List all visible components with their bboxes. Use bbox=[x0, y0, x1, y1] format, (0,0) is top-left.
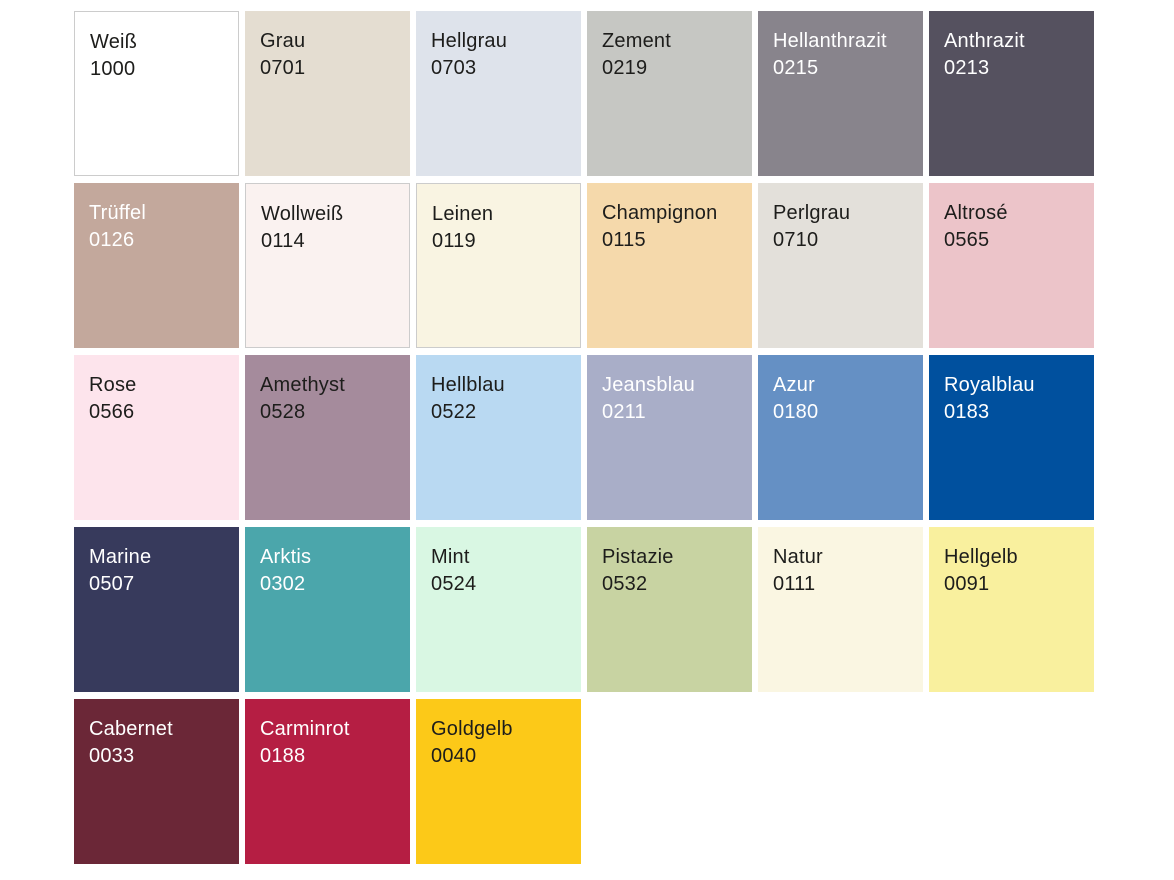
swatch-name: Pistazie bbox=[602, 546, 674, 568]
swatch-code: 0566 bbox=[89, 401, 135, 423]
color-swatch-0033[interactable]: Cabernet 0033 bbox=[74, 699, 239, 864]
swatch-name: Carminrot bbox=[260, 718, 350, 740]
swatch-code: 0126 bbox=[89, 229, 135, 251]
color-swatch-0126[interactable]: Trüffel 0126 bbox=[74, 183, 239, 348]
color-palette-grid: Weiß 1000 Grau 0701 Hellgrau 0703 Zement 0219 He… bbox=[74, 11, 1094, 864]
swatch-name: Weiß bbox=[90, 31, 138, 53]
color-swatch-0703[interactable]: Hellgrau 0703 bbox=[416, 11, 581, 176]
color-swatch-1000[interactable]: Weiß 1000 bbox=[74, 11, 239, 176]
swatch-name: Goldgelb bbox=[431, 718, 513, 740]
swatch-code: 0710 bbox=[773, 229, 819, 251]
swatch-code: 0701 bbox=[260, 57, 306, 79]
swatch-code: 0115 bbox=[602, 229, 646, 251]
color-swatch-0211[interactable]: Jeansblau 0211 bbox=[587, 355, 752, 520]
swatch-name: Marine bbox=[89, 546, 152, 568]
color-swatch-0507[interactable]: Marine 0507 bbox=[74, 527, 239, 692]
swatch-name: Grau bbox=[260, 30, 306, 52]
swatch-code: 0180 bbox=[773, 401, 819, 423]
swatch-name: Natur bbox=[773, 546, 823, 568]
swatch-code: 0703 bbox=[431, 57, 477, 79]
swatch-code: 0040 bbox=[431, 745, 477, 767]
color-swatch-0188[interactable]: Carminrot 0188 bbox=[245, 699, 410, 864]
color-swatch-0040[interactable]: Goldgelb 0040 bbox=[416, 699, 581, 864]
color-swatch-0710[interactable]: Perlgrau 0710 bbox=[758, 183, 923, 348]
swatch-name: Cabernet bbox=[89, 718, 173, 740]
swatch-name: Altrosé bbox=[944, 202, 1008, 224]
color-swatch-0528[interactable]: Amethyst 0528 bbox=[245, 355, 410, 520]
swatch-code: 0114 bbox=[261, 230, 305, 252]
color-swatch-0119[interactable]: Leinen 0119 bbox=[416, 183, 581, 348]
color-swatch-0115[interactable]: Champignon 0115 bbox=[587, 183, 752, 348]
swatch-code: 0188 bbox=[260, 745, 306, 767]
swatch-code: 0219 bbox=[602, 57, 648, 79]
color-swatch-0213[interactable]: Anthrazit 0213 bbox=[929, 11, 1094, 176]
swatch-name: Arktis bbox=[260, 546, 312, 568]
color-swatch-0111[interactable]: Natur 0111 bbox=[758, 527, 923, 692]
color-swatch-0302[interactable]: Arktis 0302 bbox=[245, 527, 410, 692]
color-swatch-0180[interactable]: Azur 0180 bbox=[758, 355, 923, 520]
swatch-code: 0183 bbox=[944, 401, 990, 423]
swatch-name: Leinen bbox=[432, 203, 494, 225]
swatch-code: 0119 bbox=[432, 230, 476, 252]
swatch-code: 0507 bbox=[89, 573, 135, 595]
color-swatch-0701[interactable]: Grau 0701 bbox=[245, 11, 410, 176]
swatch-code: 0528 bbox=[260, 401, 306, 423]
color-swatch-0114[interactable]: Wollweiß 0114 bbox=[245, 183, 410, 348]
swatch-code: 0111 bbox=[773, 573, 816, 595]
swatch-code: 0033 bbox=[89, 745, 135, 767]
color-swatch-0091[interactable]: Hellgelb 0091 bbox=[929, 527, 1094, 692]
swatch-code: 1000 bbox=[90, 58, 136, 80]
color-swatch-0565[interactable]: Altrosé 0565 bbox=[929, 183, 1094, 348]
swatch-code: 0213 bbox=[944, 57, 990, 79]
color-swatch-0219[interactable]: Zement 0219 bbox=[587, 11, 752, 176]
swatch-name: Azur bbox=[773, 374, 815, 396]
swatch-code: 0215 bbox=[773, 57, 819, 79]
swatch-code: 0524 bbox=[431, 573, 477, 595]
swatch-name: Amethyst bbox=[260, 374, 345, 396]
swatch-name: Hellgrau bbox=[431, 30, 508, 52]
swatch-name: Royalblau bbox=[944, 374, 1035, 396]
swatch-name: Jeansblau bbox=[602, 374, 695, 396]
color-swatch-0524[interactable]: Mint 0524 bbox=[416, 527, 581, 692]
swatch-name: Rose bbox=[89, 374, 137, 396]
color-swatch-0215[interactable]: Hellanthrazit 0215 bbox=[758, 11, 923, 176]
swatch-code: 0211 bbox=[602, 401, 646, 423]
swatch-code: 0565 bbox=[944, 229, 990, 251]
swatch-name: Zement bbox=[602, 30, 672, 52]
swatch-name: Anthrazit bbox=[944, 30, 1025, 52]
color-swatch-0522[interactable]: Hellblau 0522 bbox=[416, 355, 581, 520]
swatch-name: Hellblau bbox=[431, 374, 505, 396]
color-swatch-0183[interactable]: Royalblau 0183 bbox=[929, 355, 1094, 520]
swatch-name: Trüffel bbox=[89, 202, 146, 224]
color-swatch-0532[interactable]: Pistazie 0532 bbox=[587, 527, 752, 692]
swatch-name: Hellgelb bbox=[944, 546, 1018, 568]
swatch-name: Perlgrau bbox=[773, 202, 851, 224]
swatch-code: 0302 bbox=[260, 573, 306, 595]
swatch-code: 0532 bbox=[602, 573, 648, 595]
color-swatch-0566[interactable]: Rose 0566 bbox=[74, 355, 239, 520]
swatch-name: Mint bbox=[431, 546, 470, 568]
swatch-code: 0091 bbox=[944, 573, 990, 595]
swatch-name: Wollweiß bbox=[261, 203, 344, 225]
swatch-code: 0522 bbox=[431, 401, 477, 423]
swatch-name: Champignon bbox=[602, 202, 718, 224]
swatch-name: Hellanthrazit bbox=[773, 30, 887, 52]
